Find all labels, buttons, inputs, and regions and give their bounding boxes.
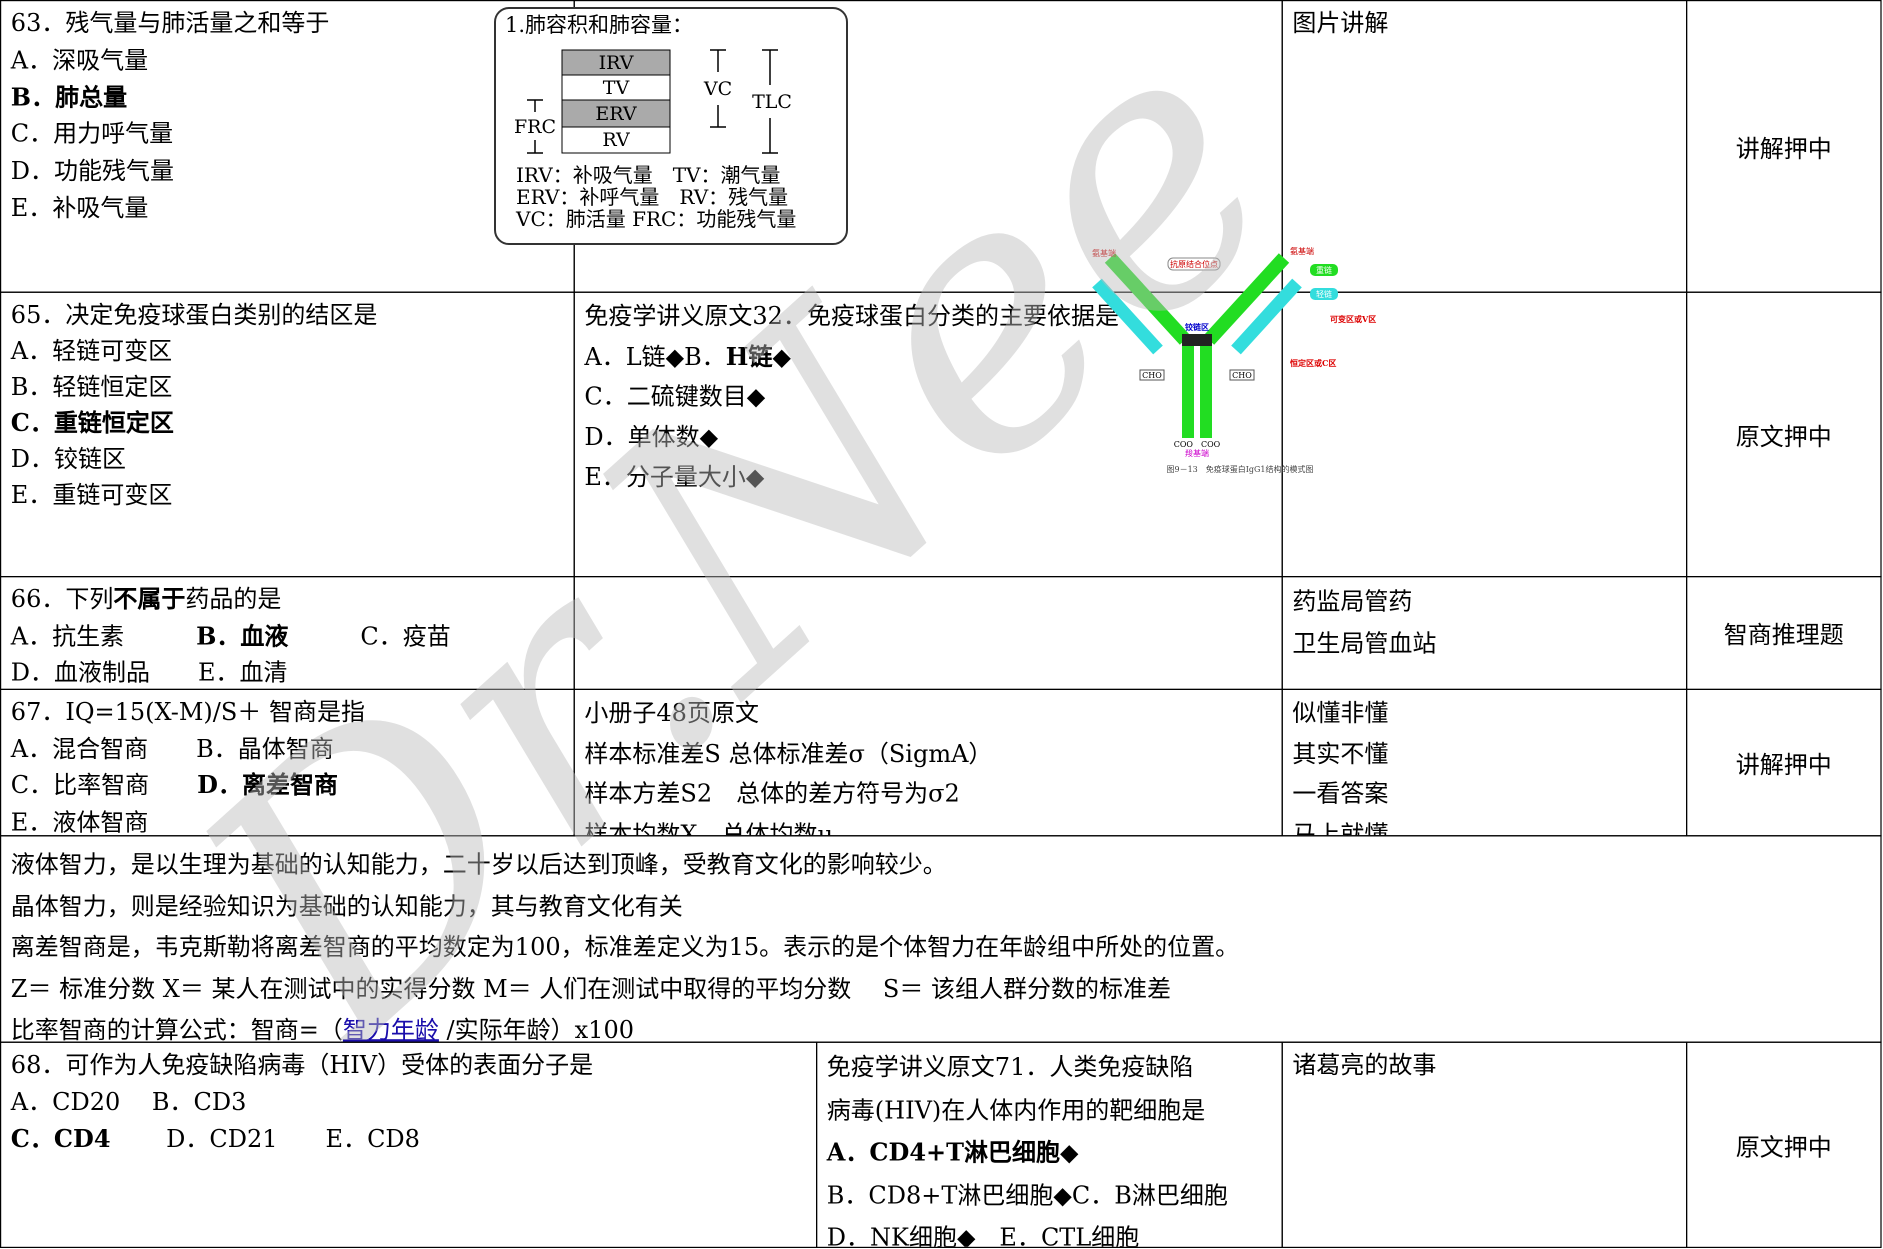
text-segment: A．抗生素	[10, 621, 197, 650]
source-cell	[573, 0, 1283, 293]
tag-cell: 原文押中	[1686, 291, 1882, 578]
text-segment: C．CD4	[10, 1124, 111, 1154]
text-line: 样本标准差S 总体标准差σ（SigmA）	[584, 738, 993, 768]
text-segment: 药品的是	[185, 584, 282, 614]
explanation-cell: 液体智力，是以生理为基础的认知能力，二十岁以后达到顶峰，受教育文化的影响较少。晶…	[0, 835, 1882, 1043]
text-segment: 66．下列	[10, 584, 114, 614]
source-cell: 免疫学讲义原文32．免疫球蛋白分类的主要依据是 A．L链◆B．H链◆ C．二硫键数目…	[573, 291, 1283, 578]
note-cell: 诸葛亮的故事	[1281, 1041, 1688, 1248]
text-line: E．液体智商	[10, 807, 149, 836]
text-line: 65．决定免疫球蛋白类别的结区是	[10, 300, 378, 329]
text-line: C．用力呼气量	[10, 119, 174, 149]
question-cell: 66．下列不属于药品的是 A．抗生素 B．血液 C．疫苗 D．血液制品 E．血清	[0, 576, 575, 690]
text-line: D．单体数◆	[584, 421, 719, 451]
text-segment: /实际年龄）x100	[438, 1015, 634, 1043]
tag-text: 讲解押中	[1735, 750, 1832, 779]
question-cell: 63．残气量与肺活量之和等于 A．深吸气量 B．肺总量 C．用力呼气量 D．功能残气量 E…	[0, 0, 575, 293]
tag-text: 原文押中	[1735, 1132, 1832, 1161]
text-line: 卫生局管血站	[1292, 628, 1437, 658]
note-cell	[1281, 291, 1688, 578]
text-line: 马上就懂	[1292, 819, 1389, 837]
tag-cell: 原文押中	[1686, 1041, 1882, 1248]
text-line: D．铰链区	[10, 444, 127, 473]
text-line: A．CD20 B．CD3	[10, 1087, 247, 1116]
text-line: 样本均数X 总体均数μ	[584, 819, 834, 837]
source-cell: 免疫学讲义原文71．人类免疫缺陷 病毒(HIV)在人体内作用的靶细胞是 A．CD4+…	[816, 1041, 1283, 1248]
note-cell: 似懂非懂其实不懂一看答案马上就懂	[1281, 688, 1688, 837]
text-line: 63．残气量与肺活量之和等于	[10, 8, 330, 38]
tag-cell: 讲解押中	[1686, 688, 1882, 837]
text-line: 其实不懂	[1292, 738, 1389, 768]
text-segment: C．重链恒定区	[10, 408, 174, 437]
note-cell: 药监局管药卫生局管血站	[1281, 576, 1688, 690]
text-line: C．比率智商 D．离差智商	[11, 767, 564, 804]
text-segment: A．CD4+T淋巴细胞◆	[826, 1137, 1079, 1167]
tag-text: 原文押中	[1735, 421, 1832, 451]
text-line: C．重链恒定区	[11, 404, 564, 440]
source-cell: 小册子48页原文样本标准差S 总体标准差σ（SigmA） 样本方差S2 总体的差方…	[573, 688, 1283, 837]
text-line: C．二硫键数目◆	[584, 381, 766, 411]
text-line: B．轻链恒定区	[10, 372, 173, 401]
text-line: A．抗生素 B．血液 C．疫苗	[11, 617, 564, 654]
text-line: Z＝ 标准分数 X＝ 某人在测试中的实得分数 M＝ 人们在测试中取得的平均分数 …	[10, 973, 1171, 1003]
text-line: 一看答案	[1292, 778, 1389, 808]
source-cell	[573, 576, 1283, 690]
text-line: 小册子48页原文	[584, 698, 759, 728]
text-line: C．CD4 D．CD21 E．CD8	[11, 1121, 807, 1158]
text-segment: 不属于	[113, 584, 186, 614]
text-line: A．L链◆B．H链◆	[584, 337, 1272, 377]
tag-cell: 智商推理题	[1686, 576, 1882, 690]
text-line: D．功能残气量	[10, 156, 175, 186]
text-line: 免疫学讲义原文32．免疫球蛋白分类的主要依据是	[584, 301, 1119, 330]
text-segment: D．CD21 E．CD8	[110, 1124, 420, 1154]
text-line: D．血液制品 E．血清	[10, 657, 288, 687]
text-line: 似懂非懂	[1292, 698, 1389, 728]
text-line: 晶体智力，则是经验知识为基础的认知能力，其与教育文化有关	[10, 891, 683, 920]
text-line: 诸葛亮的故事	[1292, 1050, 1437, 1079]
note-cell: 图片讲解	[1281, 0, 1688, 293]
question-cell: 68．可作为人免疫缺陷病毒（HIV）受体的表面分子是 A．CD20 B．CD3 C．…	[0, 1041, 818, 1248]
text-line: 样本方差S2 总体的差方符号为σ2	[584, 778, 960, 808]
text-segment: D．离差智商	[197, 770, 338, 800]
text-segment: B．血液	[196, 621, 289, 650]
text-line: D．NK细胞◆ E．CTL细胞	[826, 1222, 1140, 1248]
text-line: 病毒(HIV)在人体内作用的靶细胞是	[826, 1095, 1206, 1124]
text-line: 药监局管药	[1292, 586, 1413, 616]
text-line: 图片讲解	[1292, 8, 1389, 38]
text-line: A．混合智商 B．晶体智商	[10, 733, 334, 763]
text-segment: B．肺总量	[10, 82, 128, 112]
text-line: 离差智商是，韦克斯勒将离差智商的平均数定为100，标准差定义为15。表示的是个体…	[10, 932, 1240, 962]
text-segment: C．疫苗	[288, 621, 451, 650]
text-line: A．CD4+T淋巴细胞◆	[827, 1132, 1272, 1175]
text-line: E．分子量大小◆	[584, 462, 765, 491]
text-line: 66．下列不属于药品的是	[11, 581, 564, 618]
tag-cell: 讲解押中	[1686, 0, 1882, 293]
text-segment: C．比率智商	[10, 770, 198, 800]
text-line: 免疫学讲义原文71．人类免疫缺陷	[826, 1052, 1194, 1082]
tag-text: 智商推理题	[1723, 620, 1844, 650]
tag-text: 讲解押中	[1735, 133, 1832, 163]
text-line: B．肺总量	[11, 79, 564, 116]
text-line: B．CD8+T淋巴细胞◆C．B淋巴细胞	[826, 1180, 1228, 1209]
question-cell: 65．决定免疫球蛋白类别的结区是 A．轻链可变区 B．轻链恒定区 C．重链恒定区 D．铰…	[0, 291, 575, 578]
text-line: 68．可作为人免疫缺陷病毒（HIV）受体的表面分子是	[10, 1050, 594, 1079]
text-segment: 比率智商的计算公式：智商=（	[10, 1015, 343, 1043]
text-line: A．深吸气量	[10, 45, 149, 75]
text-segment: H链◆	[725, 341, 791, 371]
text-line: 液体智力，是以生理为基础的认知能力，二十岁以后达到顶峰，受教育文化的影响较少。	[10, 849, 947, 879]
text-line: E．补吸气量	[10, 193, 149, 222]
text-line: 比率智商的计算公式：智商=（智力年龄 /实际年龄）x100	[10, 1009, 1871, 1043]
text-line: 67．IQ=15(X-M)/S＋ 智商是指	[10, 697, 365, 726]
text-segment: A．L链◆B．	[584, 341, 726, 371]
text-line: A．轻链可变区	[10, 336, 173, 365]
question-cell: 67．IQ=15(X-M)/S＋ 智商是指 A．混合智商 B．晶体智商 C．比率智商…	[0, 688, 575, 837]
text-line: E．重链可变区	[10, 480, 173, 509]
link[interactable]: 智力年龄	[342, 1015, 439, 1043]
